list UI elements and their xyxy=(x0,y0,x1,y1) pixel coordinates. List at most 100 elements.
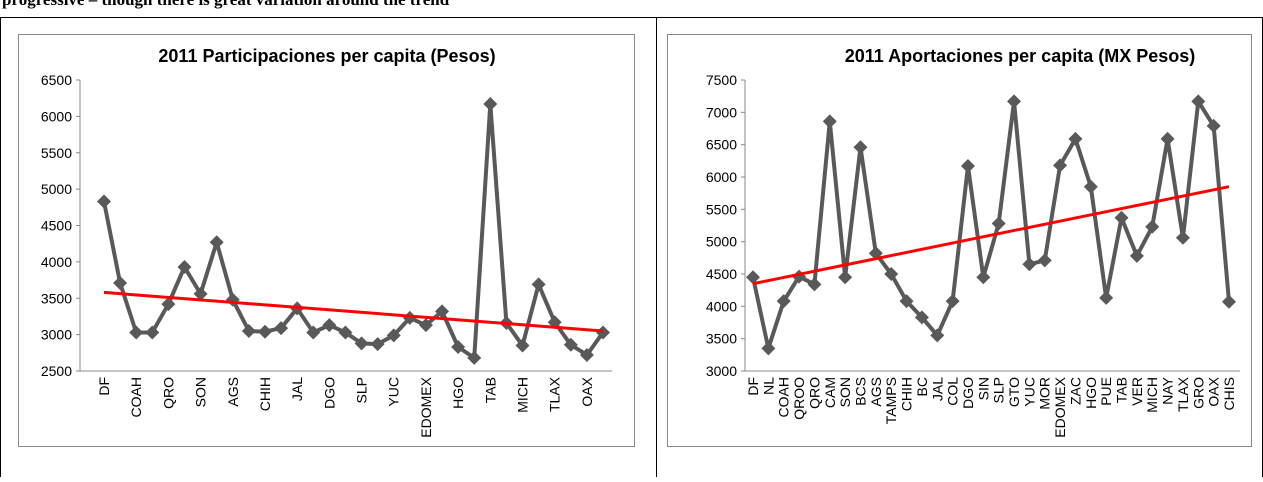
x-tick-label: DGO xyxy=(960,377,976,409)
y-tick-label: 3500 xyxy=(706,331,737,347)
data-marker xyxy=(899,294,914,309)
x-tick-label: COAH xyxy=(128,377,144,417)
x-tick-label: TAB xyxy=(1114,377,1130,403)
data-marker xyxy=(1175,230,1190,245)
data-marker xyxy=(241,323,256,338)
x-tick-label: AGS xyxy=(225,377,241,407)
data-marker xyxy=(531,277,546,292)
trend-line xyxy=(103,290,604,333)
data-marker xyxy=(822,114,837,129)
data-marker xyxy=(435,304,450,319)
x-tick-label: SIN xyxy=(975,377,991,400)
data-marker xyxy=(322,318,337,333)
y-tick-label: 4500 xyxy=(706,266,737,282)
data-marker xyxy=(467,350,482,365)
data-marker xyxy=(209,235,224,250)
x-tick-label: EDOMEX xyxy=(418,376,434,437)
data-marker xyxy=(515,338,530,353)
x-tick-label: TAB xyxy=(482,377,498,403)
x-tick-label: COL xyxy=(945,377,961,406)
x-tick-label: CAM xyxy=(822,377,838,408)
data-marker xyxy=(960,159,975,174)
data-marker xyxy=(1114,210,1129,225)
data-marker xyxy=(193,286,208,301)
x-tick-label: COAH xyxy=(776,377,792,417)
x-tick-label: CHIS xyxy=(1221,377,1237,410)
data-line xyxy=(751,99,1231,351)
data-marker xyxy=(1007,94,1022,109)
trend-line xyxy=(752,185,1230,286)
data-marker xyxy=(1129,248,1144,263)
x-tick-label: EDOMEX xyxy=(1052,376,1068,437)
data-marker xyxy=(884,267,899,281)
y-tick-label: 6000 xyxy=(706,169,737,185)
x-tick-label: MICH xyxy=(1144,377,1160,413)
data-marker xyxy=(761,341,776,356)
data-marker xyxy=(596,325,610,340)
data-marker xyxy=(451,339,466,354)
x-tick-label: YUC xyxy=(386,377,402,407)
chart-frame xyxy=(18,34,635,447)
y-tick-label: 2500 xyxy=(41,363,72,379)
y-tick-label: 5000 xyxy=(706,234,737,250)
data-marker xyxy=(976,270,991,285)
chart-title: 2011 Aportaciones per capita (MX Pesos) xyxy=(845,46,1195,66)
y-tick-label: 4000 xyxy=(706,298,737,314)
y-tick-label: 4500 xyxy=(41,218,72,234)
data-marker xyxy=(386,328,401,343)
y-tick-label: 4000 xyxy=(41,254,72,270)
data-marker xyxy=(1222,294,1236,309)
data-marker xyxy=(1206,118,1221,133)
y-tick-label: 7000 xyxy=(706,104,737,120)
x-tick-label: DGO xyxy=(321,377,337,409)
x-tick-label: OAX xyxy=(579,376,595,406)
data-marker xyxy=(129,325,144,340)
x-tick-label: CHIH xyxy=(899,377,915,411)
data-marker xyxy=(1022,257,1037,272)
y-tick-label: 3000 xyxy=(706,363,737,379)
x-tick-label: SLP xyxy=(991,377,1007,403)
data-marker xyxy=(838,270,853,285)
data-marker xyxy=(1145,219,1160,234)
x-tick-label: TLAX xyxy=(1175,376,1191,412)
y-tick-label: 5500 xyxy=(41,145,72,161)
x-tick-label: SLP xyxy=(354,377,370,403)
x-tick-label: TAMPS xyxy=(883,377,899,424)
x-tick-label: PUE xyxy=(1098,377,1114,406)
data-marker xyxy=(1160,131,1175,146)
x-tick-label: YUC xyxy=(1021,377,1037,407)
data-marker xyxy=(1099,290,1114,305)
x-tick-label: JAL xyxy=(929,377,945,401)
data-marker xyxy=(354,336,369,351)
x-tick-label: NL xyxy=(760,377,776,395)
data-marker xyxy=(945,294,960,309)
x-tick-label: QROO xyxy=(791,377,807,420)
x-tick-label: MICH xyxy=(515,377,531,413)
data-marker xyxy=(257,324,272,339)
header-text: progressive – though there is great vari… xyxy=(2,0,450,9)
x-tick-label: HGO xyxy=(450,377,466,409)
data-marker xyxy=(991,216,1006,231)
y-tick-label: 6000 xyxy=(41,108,72,124)
data-marker xyxy=(145,325,160,340)
x-tick-label: BCS xyxy=(852,377,868,406)
data-marker xyxy=(113,275,128,290)
x-tick-label: ZAC xyxy=(1067,377,1083,405)
data-marker xyxy=(807,277,822,292)
data-marker xyxy=(1037,253,1052,268)
data-marker xyxy=(579,347,594,362)
y-tick-label: 5500 xyxy=(706,201,737,217)
x-tick-label: DF xyxy=(745,377,761,396)
y-tick-label: 7500 xyxy=(706,72,737,88)
x-tick-label: MOR xyxy=(1037,377,1053,410)
data-marker xyxy=(1083,179,1098,194)
y-tick-label: 5000 xyxy=(41,181,72,197)
x-tick-label: CHIH xyxy=(257,377,273,411)
y-tick-label: 3000 xyxy=(41,327,72,343)
data-marker xyxy=(1053,158,1068,173)
y-tick-label: 6500 xyxy=(41,72,72,88)
x-tick-label: JAL xyxy=(289,377,305,401)
x-tick-label: OAX xyxy=(1206,376,1222,406)
x-tick-label: TLAX xyxy=(547,376,563,412)
y-tick-label: 3500 xyxy=(41,290,72,306)
